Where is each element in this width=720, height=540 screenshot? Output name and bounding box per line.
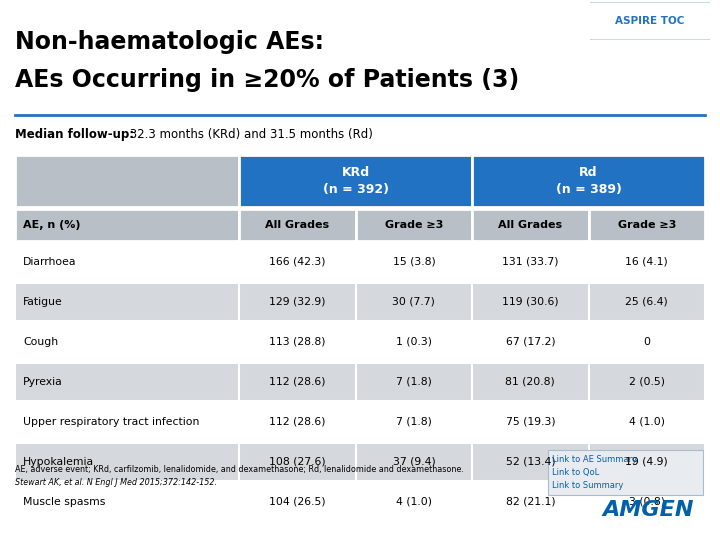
Text: 119 (30.6): 119 (30.6) — [502, 297, 559, 307]
Text: Link to Summary: Link to Summary — [552, 481, 624, 489]
Text: 25 (6.4): 25 (6.4) — [626, 297, 668, 307]
Text: Hypokalemia: Hypokalemia — [23, 457, 94, 467]
Text: Cough: Cough — [23, 337, 58, 347]
Text: Grade ≥3: Grade ≥3 — [618, 220, 676, 230]
Text: 15 (3.8): 15 (3.8) — [392, 257, 436, 267]
Text: 113 (28.8): 113 (28.8) — [269, 337, 325, 347]
Text: 82 (21.1): 82 (21.1) — [505, 497, 555, 507]
Text: KRd
(n = 392): KRd (n = 392) — [323, 166, 389, 196]
FancyBboxPatch shape — [582, 1, 717, 41]
Text: 7 (1.8): 7 (1.8) — [396, 377, 432, 387]
Text: All Grades: All Grades — [266, 220, 330, 230]
Text: AE, n (%): AE, n (%) — [23, 220, 81, 230]
Text: 1 (0.3): 1 (0.3) — [396, 337, 432, 347]
Text: Pyrexia: Pyrexia — [23, 377, 63, 387]
Text: 30 (7.7): 30 (7.7) — [392, 297, 436, 307]
Text: 2 (0.5): 2 (0.5) — [629, 377, 665, 387]
Text: Link to AE Summary: Link to AE Summary — [552, 455, 637, 463]
Text: 81 (20.8): 81 (20.8) — [505, 377, 555, 387]
Text: Median follow-up:: Median follow-up: — [15, 128, 134, 141]
Text: 52 (13.4): 52 (13.4) — [505, 457, 555, 467]
Text: Grade ≥3: Grade ≥3 — [384, 220, 443, 230]
Text: AEs Occurring in ≥20% of Patients (3): AEs Occurring in ≥20% of Patients (3) — [15, 68, 519, 92]
Text: Stewart AK, et al. N Engl J Med 2015;372:142-152.: Stewart AK, et al. N Engl J Med 2015;372… — [15, 478, 217, 487]
Text: 3 (0.8): 3 (0.8) — [629, 497, 665, 507]
Text: Link to QoL: Link to QoL — [552, 468, 599, 476]
Text: 67 (17.2): 67 (17.2) — [505, 337, 555, 347]
Text: 131 (33.7): 131 (33.7) — [502, 257, 559, 267]
Text: 7 (1.8): 7 (1.8) — [396, 417, 432, 427]
Text: 19 (4.9): 19 (4.9) — [626, 457, 668, 467]
Text: 112 (28.6): 112 (28.6) — [269, 417, 325, 427]
Text: 112 (28.6): 112 (28.6) — [269, 377, 325, 387]
Text: AMGEN: AMGEN — [602, 500, 694, 520]
Text: 108 (27.6): 108 (27.6) — [269, 457, 325, 467]
Text: 4 (1.0): 4 (1.0) — [396, 497, 432, 507]
Text: Diarrhoea: Diarrhoea — [23, 257, 76, 267]
Text: 129 (32.9): 129 (32.9) — [269, 297, 325, 307]
Text: 166 (42.3): 166 (42.3) — [269, 257, 325, 267]
Text: 75 (19.3): 75 (19.3) — [505, 417, 555, 427]
Text: 16 (4.1): 16 (4.1) — [626, 257, 668, 267]
Text: AE, adverse event; KRd, carfilzomib, lenalidomide, and dexamethasone; Rd, lenali: AE, adverse event; KRd, carfilzomib, len… — [15, 465, 464, 474]
Text: All Grades: All Grades — [498, 220, 562, 230]
Text: 4 (1.0): 4 (1.0) — [629, 417, 665, 427]
Text: 37 (9.4): 37 (9.4) — [392, 457, 436, 467]
Text: Rd
(n = 389): Rd (n = 389) — [556, 166, 621, 196]
Text: Muscle spasms: Muscle spasms — [23, 497, 105, 507]
Text: Upper respiratory tract infection: Upper respiratory tract infection — [23, 417, 199, 427]
Text: Fatigue: Fatigue — [23, 297, 63, 307]
Text: Non-haematologic AEs:: Non-haematologic AEs: — [15, 30, 324, 54]
Text: 104 (26.5): 104 (26.5) — [269, 497, 325, 507]
Text: 32.3 months (KRd) and 31.5 months (Rd): 32.3 months (KRd) and 31.5 months (Rd) — [126, 128, 373, 141]
Text: ASPIRE TOC: ASPIRE TOC — [616, 16, 685, 26]
Text: 0: 0 — [643, 337, 650, 347]
